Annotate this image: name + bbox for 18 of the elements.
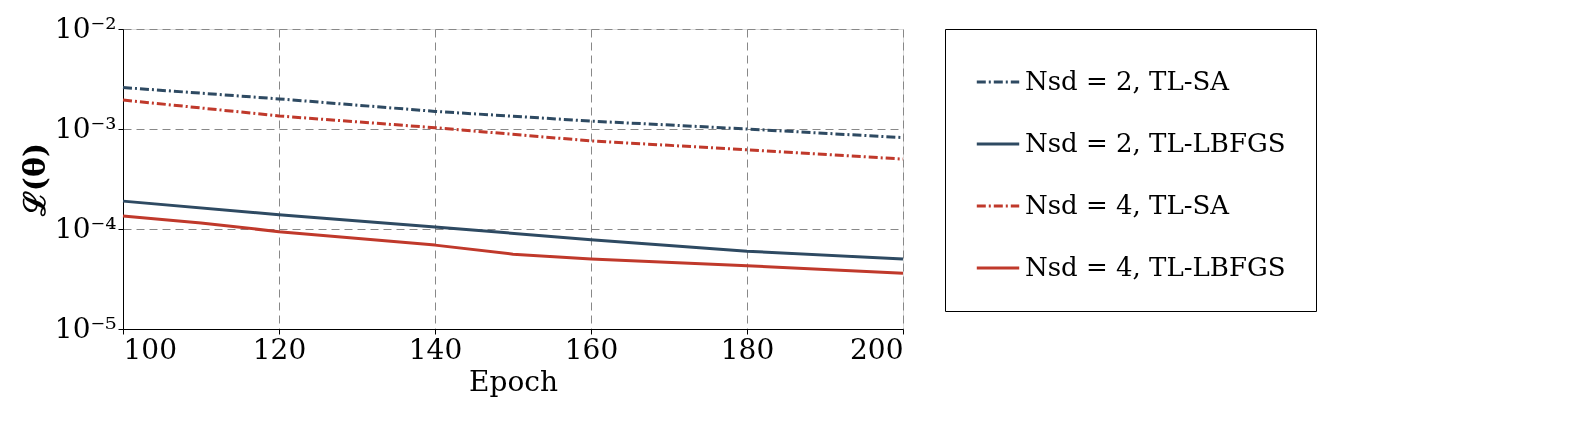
line-series bbox=[121, 199, 905, 261]
x-tick-label: 160 bbox=[564, 332, 619, 366]
y-tick-label: 10⁻² bbox=[54, 11, 117, 45]
x-tick-label: 200 bbox=[850, 332, 904, 366]
y-axis-title: ℒ(θ) bbox=[16, 142, 52, 218]
y-tick-label: 10⁻⁵ bbox=[54, 311, 117, 345]
x-tick-label: 100 bbox=[123, 332, 177, 366]
line-series bbox=[121, 214, 905, 275]
x-tick-label: 140 bbox=[408, 332, 463, 366]
legend-label: Nsd = 2, TL-SA bbox=[1025, 66, 1231, 96]
x-tick-label: 180 bbox=[720, 332, 775, 366]
y-tick-label: 10⁻³ bbox=[54, 111, 117, 145]
x-axis-title: Epoch bbox=[469, 364, 558, 398]
y-tick-label: 10⁻⁴ bbox=[54, 211, 117, 245]
x-tick-label: 120 bbox=[252, 332, 307, 366]
legend-label: Nsd = 4, TL-SA bbox=[1025, 190, 1231, 220]
legend-label: Nsd = 2, TL-LBFGS bbox=[1025, 128, 1286, 158]
legend-label: Nsd = 4, TL-LBFGS bbox=[1025, 252, 1286, 282]
